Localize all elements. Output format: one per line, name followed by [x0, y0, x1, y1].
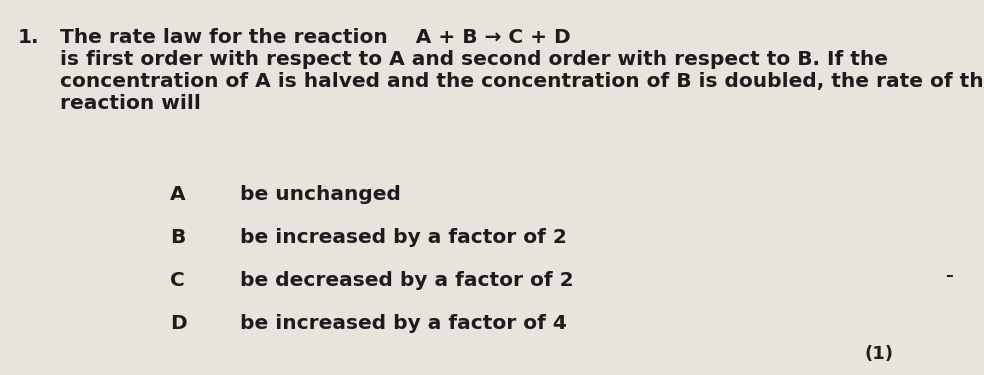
Text: C: C — [170, 271, 185, 290]
Text: be increased by a factor of 2: be increased by a factor of 2 — [240, 228, 567, 247]
Text: be increased by a factor of 4: be increased by a factor of 4 — [240, 314, 567, 333]
Text: 1.: 1. — [18, 28, 39, 47]
Text: concentration of A is halved and the concentration of B is doubled, the rate of : concentration of A is halved and the con… — [60, 72, 984, 91]
Text: –: – — [945, 268, 953, 283]
Text: (1): (1) — [865, 345, 894, 363]
Text: The rate law for the reaction    A + B → C + D: The rate law for the reaction A + B → C … — [60, 28, 571, 47]
Text: B: B — [170, 228, 185, 247]
Text: is first order with respect to A and second order with respect to B. If the: is first order with respect to A and sec… — [60, 50, 888, 69]
Text: D: D — [170, 314, 187, 333]
Text: be decreased by a factor of 2: be decreased by a factor of 2 — [240, 271, 574, 290]
Text: reaction will: reaction will — [60, 94, 201, 113]
Text: A: A — [170, 185, 186, 204]
Text: be unchanged: be unchanged — [240, 185, 400, 204]
